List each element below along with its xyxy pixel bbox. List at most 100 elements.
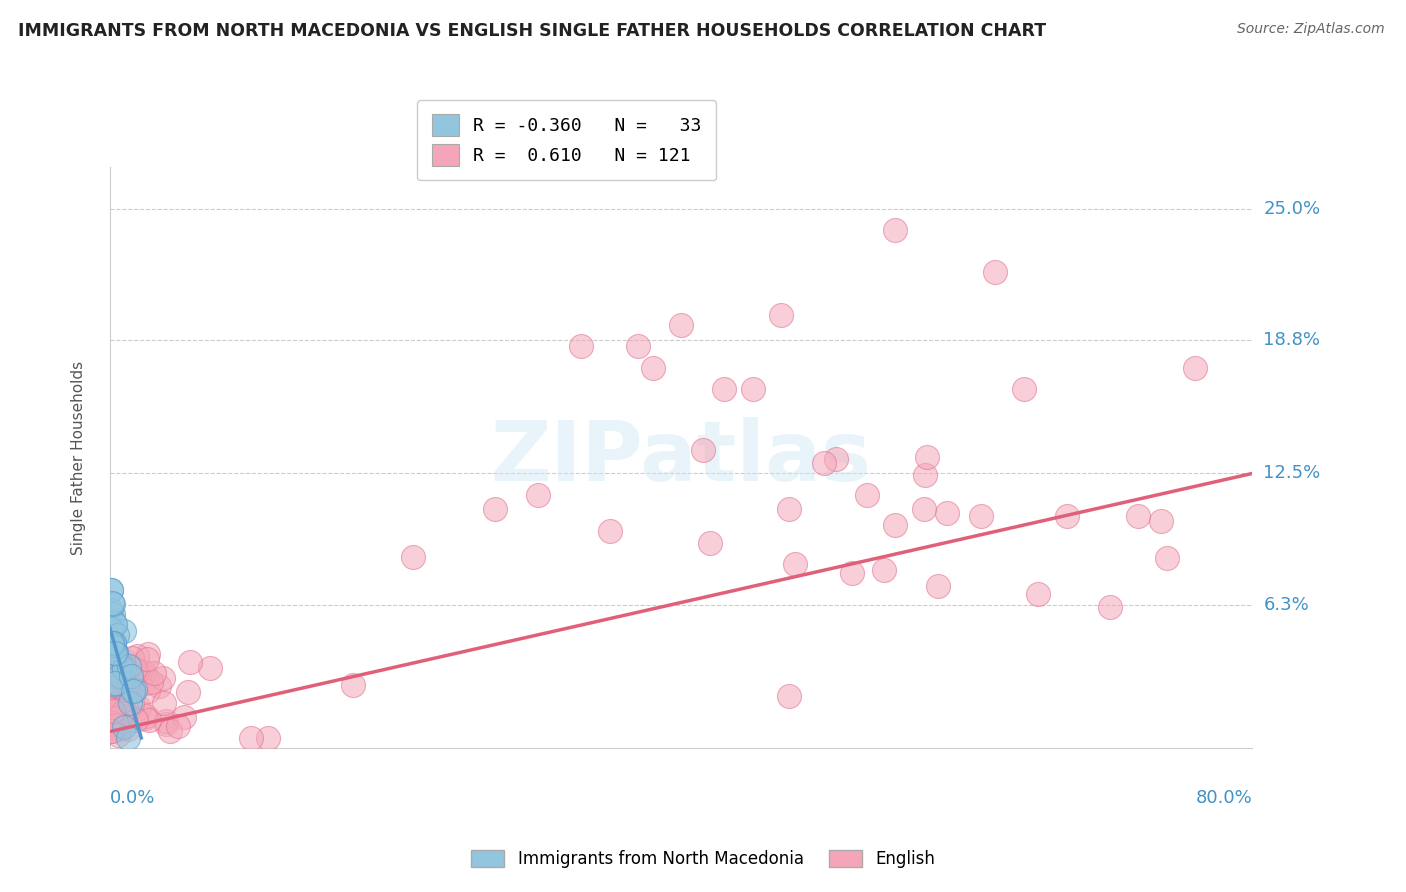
Text: ZIPatlas: ZIPatlas: [491, 417, 872, 498]
Text: 6.3%: 6.3%: [1264, 596, 1309, 614]
Point: [134, 711, 156, 725]
Point: [155, 717, 177, 731]
Point: [124, 682, 146, 697]
Point: [1156, 551, 1178, 566]
Point: [927, 578, 949, 592]
Point: [105, 718, 128, 732]
Point: [100, 661, 122, 675]
Point: [101, 636, 124, 650]
Point: [599, 524, 621, 538]
Point: [912, 502, 935, 516]
Point: [121, 665, 143, 680]
Text: 18.8%: 18.8%: [1264, 331, 1320, 349]
Point: [101, 596, 124, 610]
Point: [107, 662, 129, 676]
Point: [1056, 508, 1078, 523]
Point: [114, 687, 136, 701]
Point: [107, 679, 129, 693]
Point: [136, 670, 159, 684]
Point: [179, 655, 201, 669]
Point: [104, 711, 127, 725]
Point: [112, 672, 135, 686]
Point: [778, 689, 800, 703]
Point: [100, 638, 122, 652]
Point: [627, 339, 650, 353]
Point: [115, 664, 138, 678]
Point: [1098, 599, 1121, 614]
Point: [914, 467, 936, 482]
Point: [118, 659, 141, 673]
Point: [104, 694, 127, 708]
Point: [527, 487, 550, 501]
Point: [120, 696, 142, 710]
Point: [131, 673, 153, 687]
Point: [104, 645, 127, 659]
Point: [120, 669, 142, 683]
Legend: Immigrants from North Macedonia, English: Immigrants from North Macedonia, English: [464, 843, 942, 875]
Point: [402, 550, 425, 565]
Point: [692, 443, 714, 458]
Point: [104, 646, 127, 660]
Text: 80.0%: 80.0%: [1195, 789, 1253, 807]
Point: [104, 665, 127, 680]
Point: [100, 675, 122, 690]
Point: [117, 722, 139, 736]
Point: [970, 508, 993, 523]
Point: [100, 723, 122, 738]
Point: [112, 662, 135, 676]
Point: [104, 617, 127, 632]
Point: [100, 603, 122, 617]
Point: [108, 722, 131, 736]
Point: [239, 731, 262, 745]
Point: [115, 655, 138, 669]
Text: 0.0%: 0.0%: [110, 789, 155, 807]
Point: [159, 724, 181, 739]
Point: [198, 661, 221, 675]
Point: [785, 558, 807, 572]
Point: [100, 667, 122, 681]
Point: [741, 382, 763, 396]
Point: [110, 688, 132, 702]
Point: [770, 308, 793, 322]
Point: [103, 635, 125, 649]
Point: [104, 722, 127, 736]
Point: [855, 487, 877, 501]
Point: [101, 597, 124, 611]
Point: [915, 450, 938, 465]
Point: [778, 501, 800, 516]
Point: [103, 720, 125, 734]
Point: [100, 716, 122, 731]
Point: [122, 684, 145, 698]
Point: [138, 713, 160, 727]
Point: [100, 691, 122, 706]
Point: [884, 518, 907, 533]
Point: [104, 676, 127, 690]
Point: [135, 709, 157, 723]
Point: [136, 647, 159, 661]
Point: [100, 724, 122, 739]
Point: [105, 673, 128, 687]
Point: [103, 677, 125, 691]
Point: [103, 704, 125, 718]
Point: [152, 696, 174, 710]
Point: [112, 703, 135, 717]
Y-axis label: Single Father Households: Single Father Households: [72, 360, 86, 555]
Point: [104, 670, 127, 684]
Point: [813, 456, 835, 470]
Point: [107, 669, 129, 683]
Point: [1126, 508, 1149, 523]
Point: [1026, 587, 1049, 601]
Text: 12.5%: 12.5%: [1264, 465, 1320, 483]
Text: Source: ZipAtlas.com: Source: ZipAtlas.com: [1237, 22, 1385, 37]
Point: [104, 679, 127, 693]
Point: [114, 701, 136, 715]
Point: [713, 382, 735, 396]
Point: [177, 685, 200, 699]
Point: [100, 710, 122, 724]
Point: [110, 711, 132, 725]
Point: [139, 675, 162, 690]
Point: [121, 696, 143, 710]
Point: [100, 649, 122, 664]
Point: [1012, 382, 1035, 396]
Point: [841, 566, 863, 580]
